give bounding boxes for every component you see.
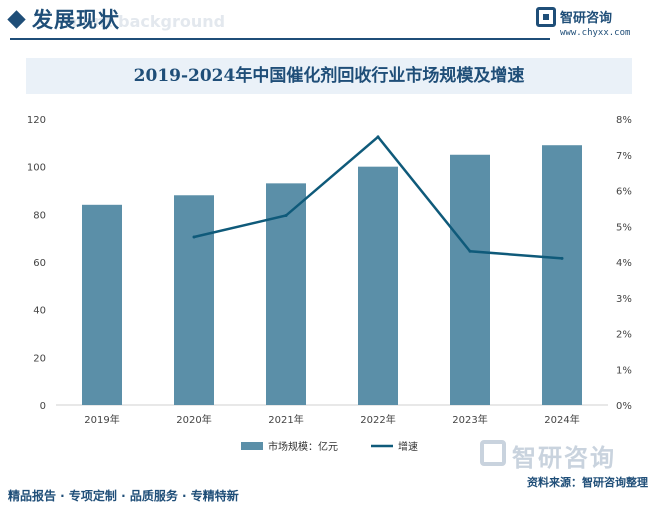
y-left-tick-label: 80 (33, 210, 46, 221)
line-point (468, 249, 472, 253)
section-subtitle: ment background (66, 12, 226, 31)
watermark-text: 智研咨询 (512, 444, 616, 472)
section-header: ment background 发展现状 智研咨询 www.chyxx.com (0, 0, 658, 42)
chart-title-band: 2019-2024年中国催化剂回收行业市场规模及增速 (26, 58, 632, 94)
y-right-tick-label: 4% (616, 258, 632, 269)
y-right-tick-label: 0% (616, 401, 632, 412)
line-point (192, 235, 196, 239)
y-right-tick-label: 5% (616, 222, 632, 233)
x-tick-label: 2020年 (176, 413, 211, 426)
y-right-tick-label: 3% (616, 294, 632, 305)
x-tick-label: 2021年 (268, 413, 303, 426)
bar (266, 183, 306, 405)
watermark-logo-icon (480, 440, 506, 466)
legend-bar-swatch (241, 442, 263, 450)
source-note: 资料来源：智研咨询整理 (527, 476, 648, 489)
chart-title: 2019-2024年中国催化剂回收行业市场规模及增速 (133, 66, 525, 86)
section-title: 发展现状 (32, 8, 120, 32)
y-left-tick-label: 120 (27, 115, 46, 126)
line-point (376, 135, 380, 139)
brand-url: www.chyxx.com (560, 28, 631, 38)
y-left-tick-label: 100 (27, 163, 46, 174)
footer-tagline: 精品报告 · 专项定制 · 品质服务 · 专精特新 (8, 489, 239, 503)
x-tick-label: 2022年 (360, 413, 395, 426)
bar (358, 166, 398, 405)
legend-bar-label: 市场规模：亿元 (268, 440, 338, 453)
logo-icon (536, 7, 556, 27)
bar (174, 195, 214, 405)
header-divider (10, 38, 550, 40)
y-right-tick-label: 8% (616, 115, 632, 126)
x-tick-label: 2019年 (84, 413, 119, 426)
brand-logo: 智研咨询 www.chyxx.com (536, 6, 646, 40)
x-tick-label: 2024年 (544, 413, 579, 426)
y-right-tick-label: 6% (616, 187, 632, 198)
line-point (284, 214, 288, 218)
legend-line-label: 增速 (398, 440, 418, 453)
brand-name: 智研咨询 (560, 11, 613, 26)
x-tick-label: 2023年 (452, 413, 487, 426)
y-left-tick-label: 0 (40, 401, 46, 412)
bar (542, 145, 582, 405)
bar (450, 154, 490, 405)
y-left-tick-label: 60 (33, 258, 46, 269)
y-right-tick-label: 1% (616, 365, 632, 376)
y-left-tick-label: 40 (33, 306, 46, 317)
y-right-tick-label: 2% (616, 330, 632, 341)
y-left-tick-label: 20 (33, 353, 46, 364)
line-point (560, 256, 564, 260)
y-right-tick-label: 7% (616, 151, 632, 162)
bar (82, 204, 122, 405)
